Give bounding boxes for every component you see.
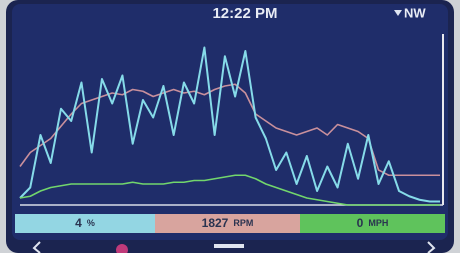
readout-value: 1827 <box>202 216 229 230</box>
readout: 0 MPH <box>357 216 389 230</box>
status-time: 12:22 PM <box>212 5 277 22</box>
readout-unit: RPM <box>233 218 253 228</box>
readout: 1827 RPM <box>202 216 254 230</box>
readout-bar: 4% 1827 RPM 0 MPH <box>15 214 445 233</box>
device-screen: 12:22 PM NW 4% 1827 RPM 0 MPH <box>0 0 460 253</box>
readout-unit: % <box>87 218 95 228</box>
readout-value: 0 <box>357 216 364 230</box>
status-heading: NW <box>404 5 426 20</box>
readout-segment <box>15 214 155 233</box>
readout-unit: MPH <box>368 218 388 228</box>
page: {"status": {"time": "12:22 PM", "heading… <box>0 0 460 253</box>
nav-handle[interactable] <box>214 244 244 248</box>
readout-value: 4 <box>75 216 82 230</box>
